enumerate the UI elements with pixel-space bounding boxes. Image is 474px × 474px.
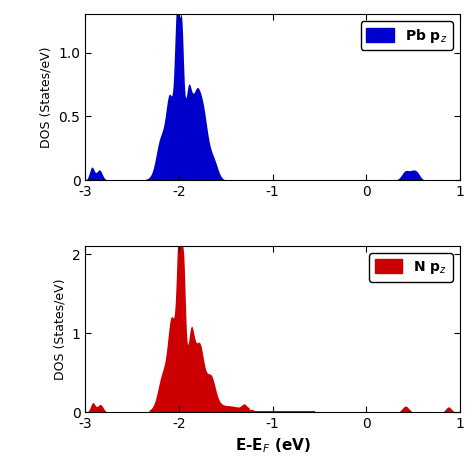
X-axis label: E-E$_F$ (eV): E-E$_F$ (eV) bbox=[235, 437, 310, 456]
Y-axis label: DOS (States/eV): DOS (States/eV) bbox=[40, 46, 53, 148]
Legend: N p$_z$: N p$_z$ bbox=[369, 254, 453, 282]
Y-axis label: DOS (States/eV): DOS (States/eV) bbox=[53, 279, 66, 380]
Legend: Pb p$_z$: Pb p$_z$ bbox=[361, 21, 453, 50]
